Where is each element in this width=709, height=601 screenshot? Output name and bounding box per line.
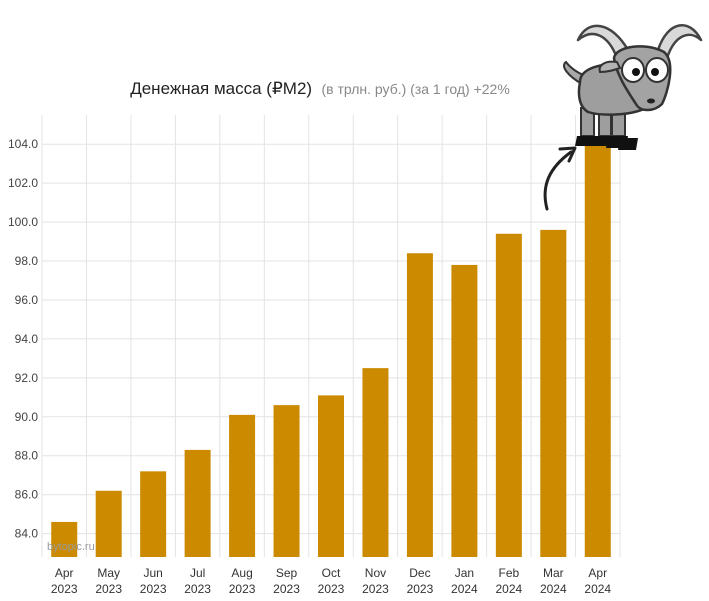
- y-tick-label: 94.0: [15, 332, 39, 346]
- bar: [318, 395, 344, 557]
- grid: [41, 115, 621, 557]
- bar: [495, 233, 522, 557]
- x-tick-label-year: 2023: [407, 582, 434, 596]
- x-tick-label-month: Apr: [588, 566, 607, 580]
- x-tick-label-year: 2023: [51, 582, 78, 596]
- x-tick-label-year: 2023: [318, 582, 345, 596]
- x-tick-label-year: 2023: [95, 582, 122, 596]
- x-tick-label-year: 2024: [495, 582, 522, 596]
- arrow-up-icon: [543, 146, 577, 211]
- y-tick-label: 104.0: [8, 137, 38, 151]
- x-tick-label-month: Jan: [455, 566, 474, 580]
- bar: [362, 368, 389, 557]
- watermark: bytopic.ru: [47, 541, 95, 553]
- x-tick-label-month: Dec: [409, 566, 430, 580]
- y-tick-label: 96.0: [15, 293, 39, 307]
- bar: [229, 414, 256, 557]
- bar: [540, 229, 567, 558]
- y-tick-label: 98.0: [15, 254, 39, 268]
- y-tick-label: 100.0: [8, 215, 38, 229]
- chart-title-subtitle: (в трлн. руб.) (за 1 год) +22%: [322, 81, 510, 97]
- x-tick-label-year: 2024: [451, 582, 478, 596]
- x-tick-label-month: Jun: [143, 566, 162, 580]
- x-tick-label-month: Nov: [365, 566, 386, 580]
- chart-title: Денежная масса (₽М2) (в трлн. руб.) (за …: [130, 79, 510, 98]
- y-tick-label: 88.0: [15, 449, 39, 463]
- chart-title-main: Денежная масса (₽М2): [130, 79, 312, 98]
- x-tick-label-year: 2024: [540, 582, 567, 596]
- x-tick-label-month: Mar: [543, 566, 564, 580]
- x-tick-label-month: Apr: [55, 566, 74, 580]
- x-tick-label-month: Feb: [499, 566, 520, 580]
- x-tick-label-month: Oct: [322, 566, 341, 580]
- bar: [51, 521, 78, 557]
- x-tick-label-month: Aug: [231, 566, 252, 580]
- x-tick-label-year: 2023: [362, 582, 389, 596]
- bar: [273, 405, 300, 557]
- bar: [406, 253, 433, 557]
- x-tick-label-year: 2023: [273, 582, 300, 596]
- bars: [51, 144, 611, 558]
- x-tick-label-month: May: [97, 566, 120, 580]
- goat-icon: [563, 24, 703, 150]
- x-tick-label-year: 2023: [140, 582, 167, 596]
- x-axis-ticks: Apr 2023 May 2023 Jun 2023 Jul 2023 Aug 2023 Sep 20…: [51, 566, 612, 596]
- x-tick-label-month: Jul: [190, 566, 205, 580]
- x-tick-label-year: 2024: [584, 582, 611, 596]
- x-tick-label-year: 2023: [184, 582, 211, 596]
- y-axis-ticks: 84.0 86.0 88.0 90.0 92.0 94.0 96.0 98.0 100.0 102…: [8, 137, 38, 540]
- x-tick-label-year: 2023: [229, 582, 256, 596]
- bar: [140, 471, 167, 557]
- y-tick-label: 102.0: [8, 176, 38, 190]
- bar: [184, 449, 211, 557]
- bar: [584, 144, 611, 558]
- y-tick-label: 92.0: [15, 371, 39, 385]
- y-tick-label: 84.0: [15, 527, 39, 541]
- y-tick-label: 86.0: [15, 488, 39, 502]
- bar: [95, 490, 122, 557]
- svg-text:Денежная масса (₽М2) (в: Денежная масса (₽М2) (в трлн. руб.) (за …: [130, 79, 510, 98]
- y-tick-label: 90.0: [15, 410, 39, 424]
- bar: [451, 264, 478, 557]
- x-tick-label-month: Sep: [276, 566, 298, 580]
